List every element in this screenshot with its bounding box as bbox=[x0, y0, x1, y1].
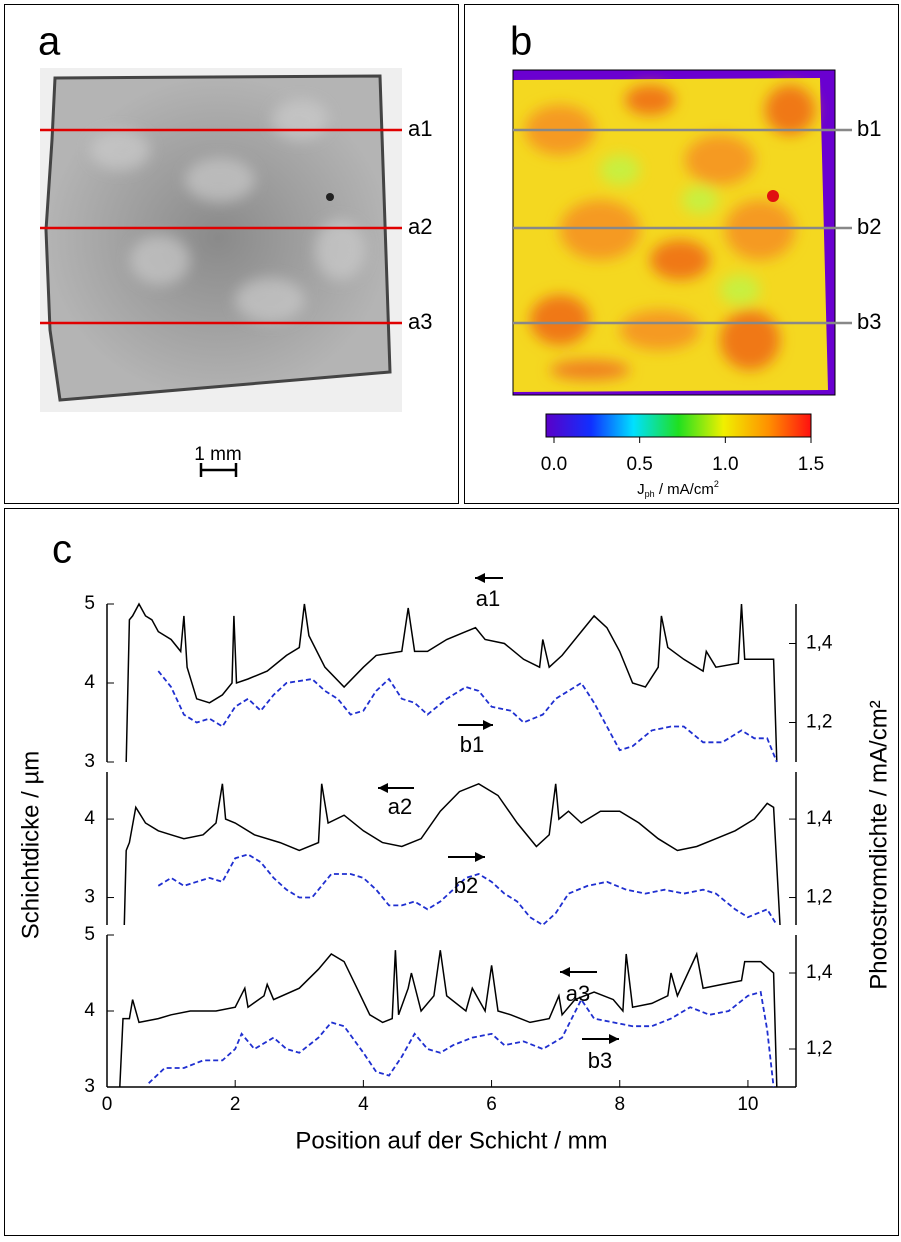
x-tick-label: 10 bbox=[737, 1094, 758, 1115]
colorbar-tick-label: 1.0 bbox=[712, 454, 738, 475]
section-label: b2 bbox=[857, 214, 881, 239]
heatmap-frame bbox=[512, 69, 836, 396]
x-tick-label: 0 bbox=[102, 1094, 113, 1115]
x-tick-label: 6 bbox=[486, 1094, 497, 1115]
panel-frame bbox=[464, 4, 899, 504]
panel-frame bbox=[4, 508, 899, 1236]
annotation: a3 bbox=[566, 981, 590, 1006]
x-tick-label: 8 bbox=[614, 1094, 625, 1115]
x-tick-label: 4 bbox=[358, 1094, 369, 1115]
annotation: b3 bbox=[588, 1048, 612, 1073]
data-line bbox=[125, 602, 778, 763]
section-label: b3 bbox=[857, 309, 881, 334]
colorbar-label-part: ph bbox=[645, 489, 655, 499]
annotation-arrowhead bbox=[483, 720, 493, 730]
panel-label: b bbox=[510, 20, 532, 64]
section-label: a2 bbox=[408, 214, 432, 239]
colorbar-label-part: J bbox=[637, 481, 645, 498]
annotation: b2 bbox=[454, 873, 478, 898]
colorbar-tick-label: 0.0 bbox=[541, 454, 567, 475]
colorbar-label-part: / mA/cm bbox=[655, 481, 714, 498]
panel-label: c bbox=[52, 528, 72, 572]
defect bbox=[326, 193, 334, 201]
y2-axis-title: Photostromdichte / mA/cm² bbox=[865, 700, 892, 989]
colorbar-tick-label: 0.5 bbox=[626, 454, 652, 475]
y-axis-title: Schichtdicke / µm bbox=[17, 751, 44, 940]
colorbar bbox=[545, 413, 812, 438]
section-label: a1 bbox=[408, 116, 432, 141]
annotation-arrowhead bbox=[378, 783, 388, 793]
annotation-arrowhead bbox=[475, 852, 485, 862]
colorbar-tick-label: 1.5 bbox=[798, 454, 824, 475]
photo-texture bbox=[90, 100, 365, 322]
colorbar-label: Jph / mA/cm2 bbox=[637, 479, 719, 499]
annotation-arrowhead bbox=[475, 573, 485, 583]
y2-tick-label: 1,2 bbox=[806, 1038, 832, 1059]
y-tick-label: 4 bbox=[84, 672, 95, 693]
data-line bbox=[123, 782, 781, 926]
annotation: b1 bbox=[460, 732, 484, 757]
y-tick-label: 3 bbox=[84, 751, 95, 772]
annotation-arrowhead bbox=[560, 967, 570, 977]
y2-tick-label: 1,4 bbox=[806, 962, 833, 983]
y-tick-label: 4 bbox=[84, 1000, 95, 1021]
annotation: a1 bbox=[476, 586, 500, 611]
annotation-arrowhead bbox=[609, 1034, 619, 1044]
y-tick-label: 4 bbox=[84, 808, 95, 829]
y2-tick-label: 1,4 bbox=[806, 633, 833, 654]
data-line bbox=[148, 990, 775, 1088]
y-tick-label: 5 bbox=[84, 924, 95, 945]
colorbar-label-part: 2 bbox=[714, 479, 719, 489]
x-tick-label: 2 bbox=[230, 1094, 241, 1115]
section-label: b1 bbox=[857, 116, 881, 141]
y2-tick-label: 1,4 bbox=[806, 808, 833, 829]
data-line bbox=[157, 853, 778, 927]
y-tick-label: 3 bbox=[84, 1076, 95, 1097]
x-axis-title: Position auf der Schicht / mm bbox=[295, 1127, 607, 1154]
y2-tick-label: 1,2 bbox=[806, 887, 832, 908]
panel-label: a bbox=[38, 20, 61, 64]
heatmap bbox=[513, 78, 828, 392]
section-label: a3 bbox=[408, 309, 432, 334]
y-tick-label: 3 bbox=[84, 887, 95, 908]
data-line bbox=[157, 670, 778, 763]
data-line bbox=[119, 950, 778, 1088]
y2-tick-label: 1,2 bbox=[806, 712, 832, 733]
scale-bar-label: 1 mm bbox=[194, 444, 242, 465]
y-tick-label: 5 bbox=[84, 593, 95, 614]
annotation: a2 bbox=[388, 794, 412, 819]
panel-frame bbox=[4, 4, 459, 504]
